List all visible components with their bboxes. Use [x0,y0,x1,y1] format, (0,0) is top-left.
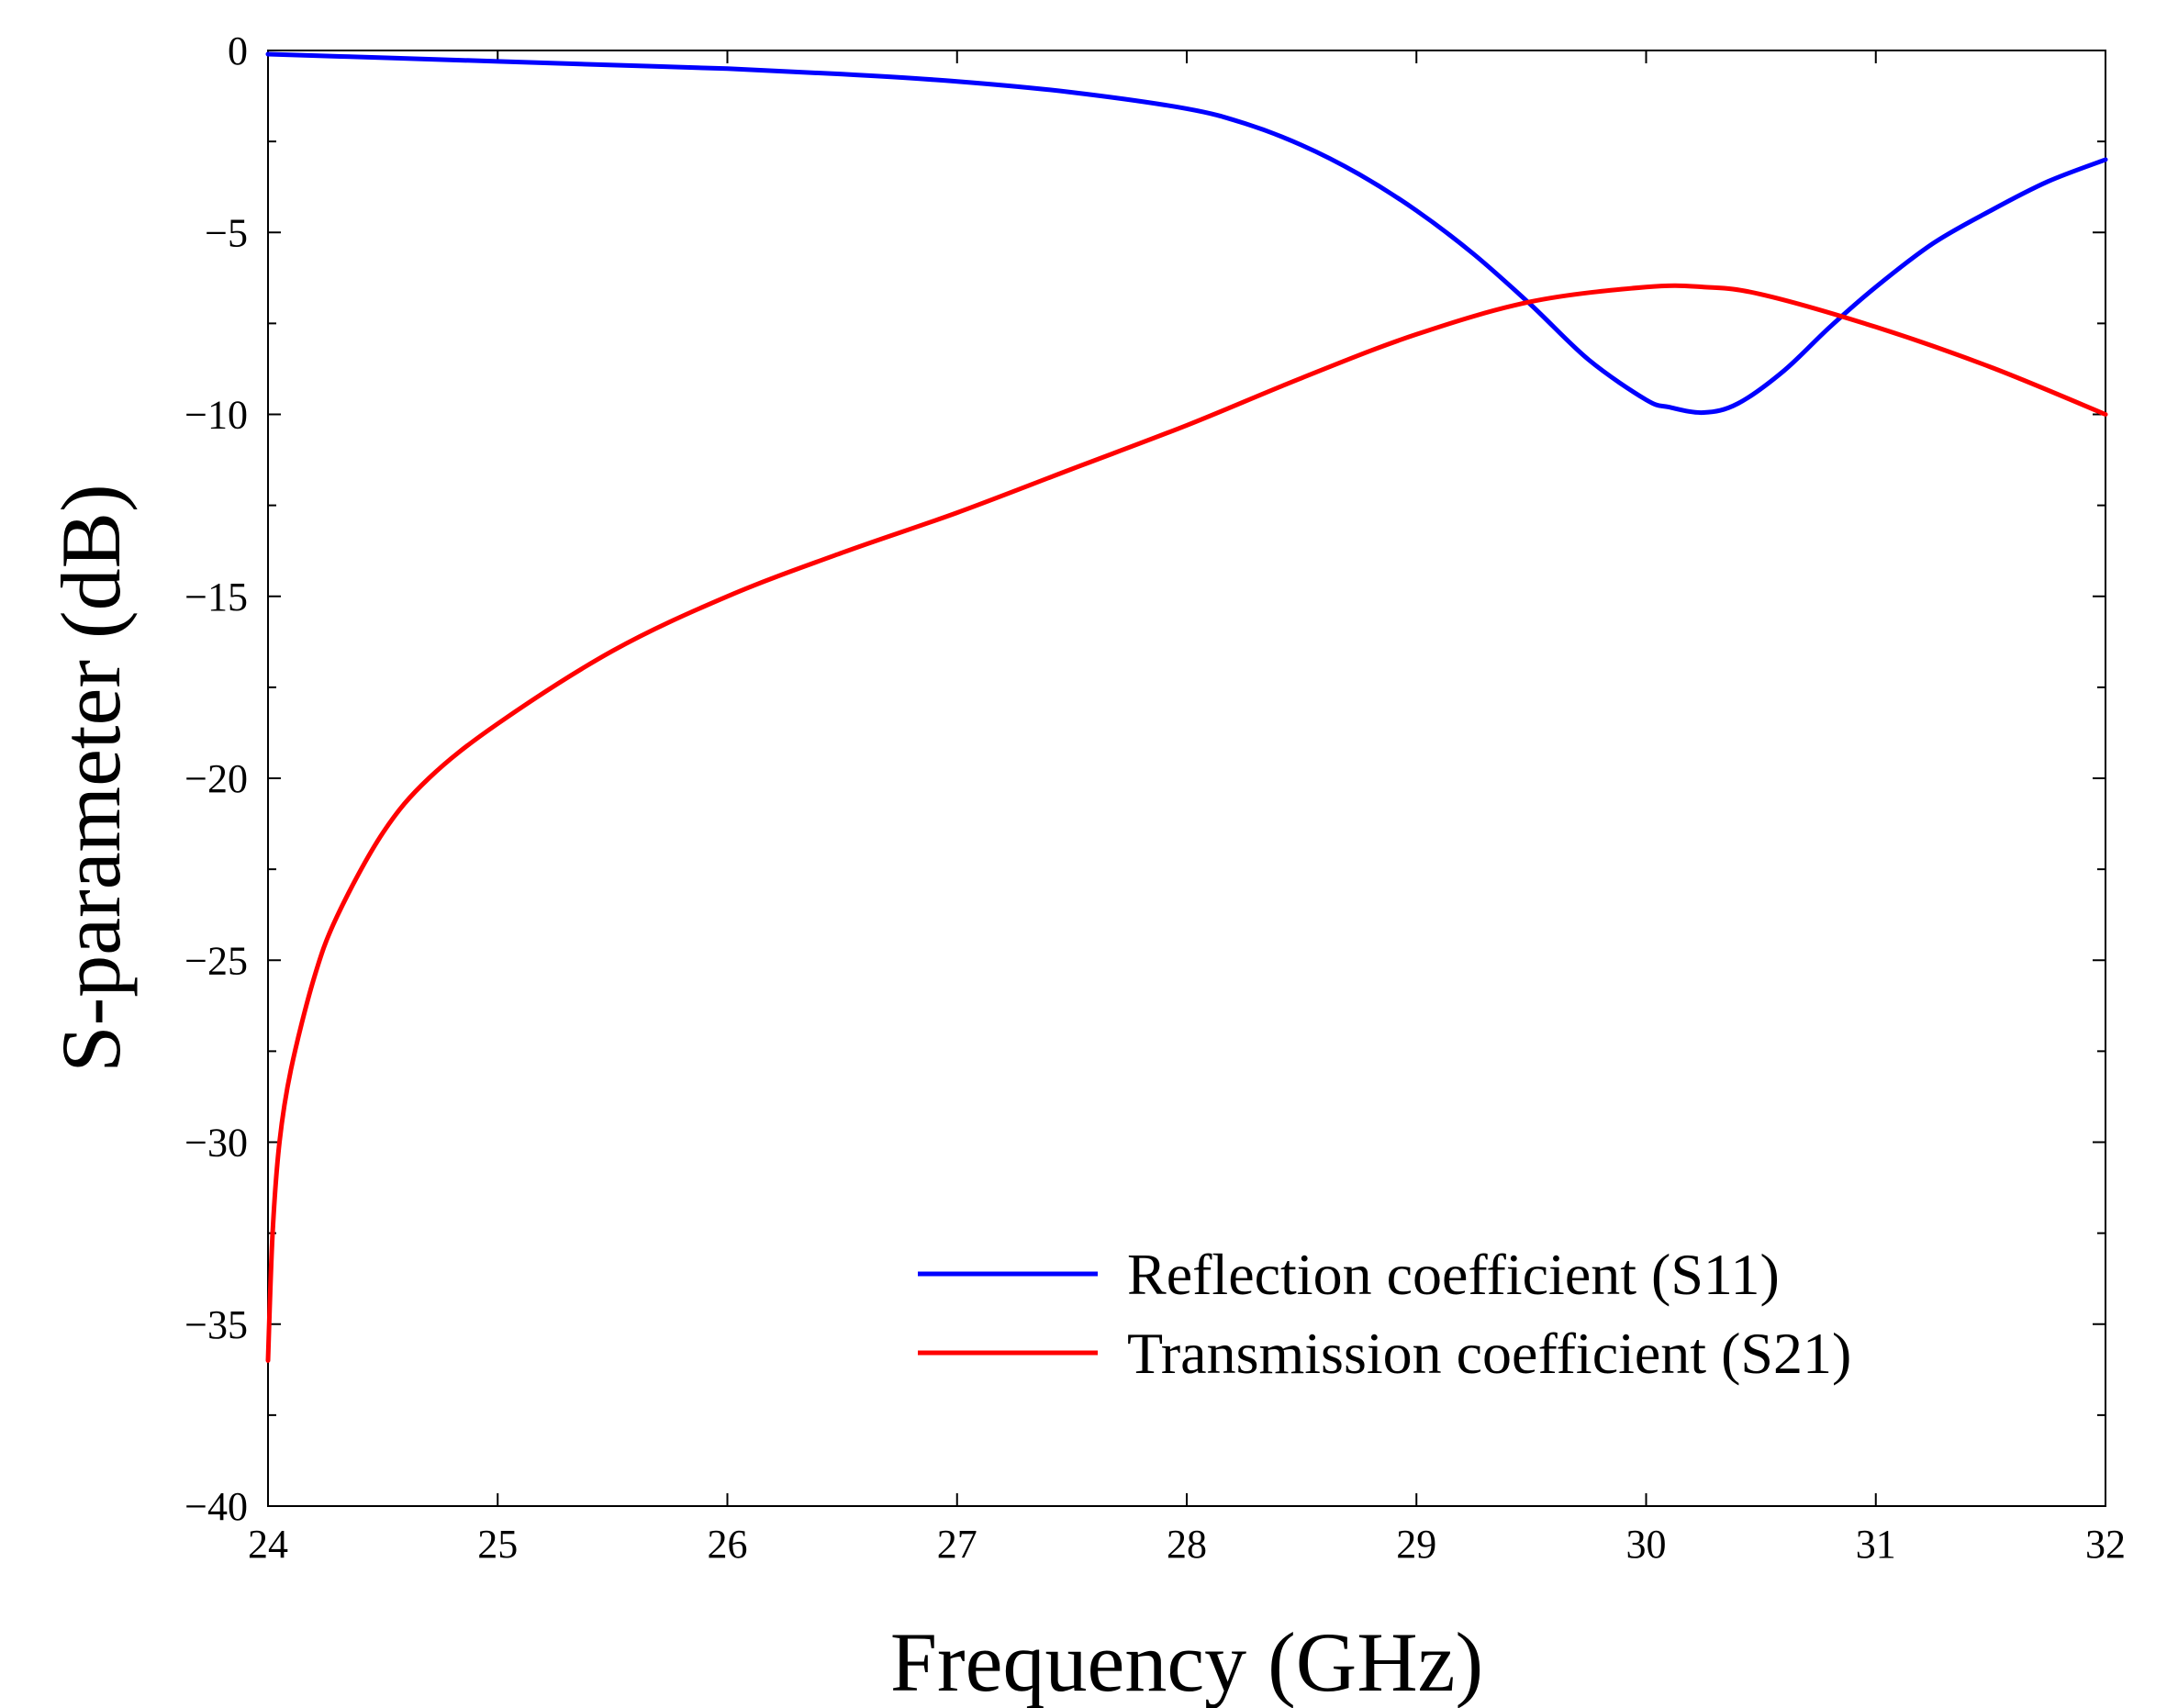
x-tick-label: 27 [937,1522,977,1567]
x-axis-title: Frequency (GHz) [890,1615,1483,1708]
x-tick-label: 26 [708,1522,748,1567]
x-tick-label: 32 [2085,1522,2126,1567]
x-tick-label: 25 [477,1522,518,1567]
x-tick-label: 31 [1856,1522,1896,1567]
x-tick-label: 29 [1396,1522,1436,1567]
data-series [265,51,2108,1363]
legend-label-s11: Reflection coefficient (S11) [1127,1242,1780,1307]
legend: Reflection coefficient (S11) Transmission… [918,1242,1851,1386]
legend-label-s21: Transmission coefficient (S21) [1127,1321,1851,1386]
y-tick-label: −10 [184,393,248,438]
x-tick-label: 28 [1167,1522,1207,1567]
plot-area [267,50,2106,1507]
y-tick-label: −25 [184,938,248,983]
y-axis-title: S-parameter (dB) [44,484,138,1072]
y-tick-label: −40 [184,1484,248,1529]
axis-tick-labels: 24 25 26 27 28 29 30 31 32 0 −5 −10 −15 −20 −25 −30 −35 −… [184,28,2126,1567]
y-tick-label: −5 [205,210,248,255]
x-tick-label: 30 [1626,1522,1667,1567]
s21-line [265,283,2108,1363]
y-tick-label: −15 [184,575,248,620]
y-tick-label: −35 [184,1302,248,1347]
y-tick-label: −30 [184,1121,248,1166]
y-tick-label: 0 [228,28,248,73]
axis-ticks [267,50,2106,1507]
x-tick-label: 24 [248,1522,288,1567]
y-tick-label: −20 [184,756,248,801]
